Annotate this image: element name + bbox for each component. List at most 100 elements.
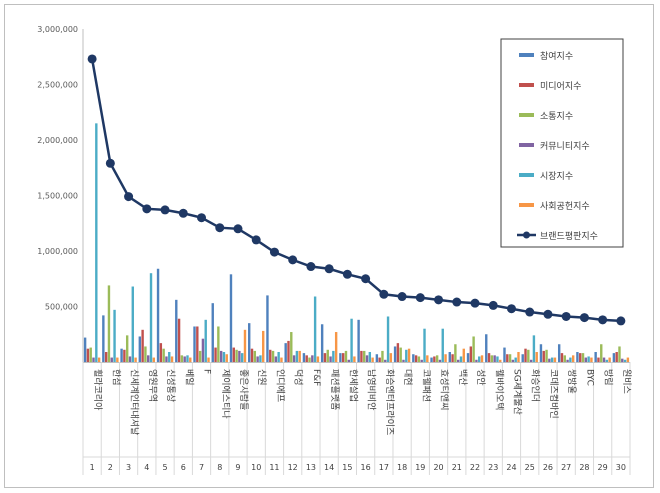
bar-커뮤니티지수 — [548, 358, 551, 362]
category-label: 백산 — [457, 369, 468, 386]
bar-참여지수 — [229, 274, 233, 362]
bar-사회공헌지수 — [407, 348, 411, 362]
legend-swatch-사회공헌지수 — [519, 203, 534, 207]
rank-label: 6 — [181, 463, 186, 472]
legend-label: 참여지수 — [540, 50, 573, 62]
bar-시장지수 — [295, 350, 299, 362]
rank-label: 10 — [251, 463, 261, 472]
bar-커뮤니티지수 — [329, 356, 332, 362]
category-label: 베일 — [183, 369, 194, 386]
category-label: 신세계인터내셔날 — [129, 369, 141, 435]
rank-label: 20 — [433, 463, 443, 472]
rank-label: 7 — [199, 463, 204, 472]
rank-label: 8 — [217, 463, 222, 472]
point-브랜드평판지수 — [178, 208, 188, 218]
bar-소통지수 — [253, 350, 257, 362]
bar-소통지수 — [180, 355, 184, 362]
rank-label: 22 — [470, 463, 480, 472]
rank-label: 2 — [108, 463, 113, 472]
bar-커뮤니티지수 — [384, 359, 387, 362]
bar-사회공헌지수 — [499, 359, 502, 362]
bar-사회공헌지수 — [626, 357, 630, 362]
bar-소통지수 — [381, 350, 384, 362]
bar-참여지수 — [193, 326, 196, 362]
bar-참여지수 — [211, 303, 214, 362]
bar-소통지수 — [344, 350, 348, 362]
bar-소통지수 — [600, 344, 603, 362]
rank-label: 23 — [488, 463, 498, 472]
bar-시장지수 — [95, 123, 98, 362]
rank-label: 17 — [379, 463, 389, 472]
point-브랜드평판지수 — [561, 311, 571, 321]
point-브랜드평판지수 — [105, 158, 115, 168]
bar-소통지수 — [581, 353, 585, 362]
bar-미디어지수 — [214, 347, 217, 362]
category-label: 신원 — [256, 369, 267, 386]
rank-label: 12 — [288, 463, 298, 472]
category-label: 화승엔터프라이즈 — [384, 369, 395, 435]
y-tick-label: 1,000,000 — [37, 247, 78, 256]
point-브랜드평판지수 — [543, 309, 553, 319]
bar-미디어지수 — [615, 352, 618, 362]
rank-label: 19 — [415, 463, 425, 472]
bar-시장지수 — [350, 318, 353, 362]
bar-시장지수 — [131, 286, 134, 362]
bar-사회공헌지수 — [553, 357, 557, 362]
bar-참여지수 — [485, 334, 488, 362]
bar-시장지수 — [459, 356, 463, 362]
point-브랜드평판지수 — [488, 300, 498, 310]
rank-label: 29 — [598, 463, 608, 472]
bar-소통지수 — [326, 349, 329, 362]
bar-커뮤니티지수 — [602, 357, 606, 362]
rank-label: 21 — [452, 463, 462, 472]
bar-소통지수 — [417, 356, 421, 362]
legend-label: 커뮤니티지수 — [540, 141, 590, 152]
brand-reputation-chart: 3,000,000 2,500,000 2,000,000 1,500,000 1,00… — [37, 25, 632, 475]
bar-사회공헌지수 — [280, 357, 283, 362]
legend-swatch-참여지수 — [519, 53, 534, 57]
rank-label: 28 — [579, 463, 589, 472]
bar-미디어지수 — [305, 355, 308, 362]
category-label: 인디에프 — [274, 369, 285, 402]
bar-사회공헌지수 — [535, 352, 538, 362]
point-브랜드평판지수 — [397, 292, 407, 302]
bar-사회공헌지수 — [116, 357, 119, 362]
bar-커뮤니티지수 — [201, 338, 205, 362]
legend-swatch-시장지수 — [519, 173, 534, 177]
point-브랜드평판지수 — [87, 54, 97, 64]
bar-커뮤니티지수 — [92, 357, 95, 362]
bar-소통지수 — [107, 285, 111, 362]
bar-사회공헌지수 — [225, 354, 228, 362]
bar-사회공헌지수 — [389, 353, 393, 362]
bar-미디어지수 — [141, 329, 144, 362]
bar-사회공헌지수 — [571, 355, 575, 362]
category-label: 성안 — [475, 369, 486, 386]
bar-미디어지수 — [177, 318, 181, 362]
point-브랜드평판지수 — [269, 247, 279, 257]
bar-커뮤니티지수 — [475, 359, 478, 362]
bar-소통지수 — [545, 349, 548, 362]
bar-소통지수 — [308, 357, 311, 362]
bar-사회공헌지수 — [353, 356, 356, 362]
bar-커뮤니티지수 — [238, 350, 241, 362]
bar-시장지수 — [113, 309, 116, 362]
point-브랜드평판지수 — [379, 289, 389, 299]
category-label: 한섬 — [110, 369, 121, 386]
bar-소통지수 — [454, 344, 457, 362]
bar-사회공헌지수 — [608, 357, 611, 362]
bar-참여지수 — [375, 354, 379, 362]
legend-label: 소통지수 — [540, 111, 573, 122]
bar-시장지수 — [478, 356, 481, 362]
category-label: 쌍방울 — [566, 369, 577, 394]
category-label: 효성티앤씨 — [439, 369, 450, 410]
category-label: F&F — [311, 369, 321, 386]
bar-사회공헌지수 — [444, 354, 447, 362]
rank-label: 9 — [235, 463, 240, 472]
point-브랜드평판지수 — [434, 295, 444, 305]
bar-참여지수 — [102, 315, 105, 362]
bar-미디어지수 — [196, 326, 199, 362]
bar-참여지수 — [138, 336, 142, 362]
point-브랜드평판지수 — [579, 313, 589, 323]
bar-커뮤니티지수 — [438, 359, 442, 362]
bar-미디어지수 — [506, 354, 509, 362]
